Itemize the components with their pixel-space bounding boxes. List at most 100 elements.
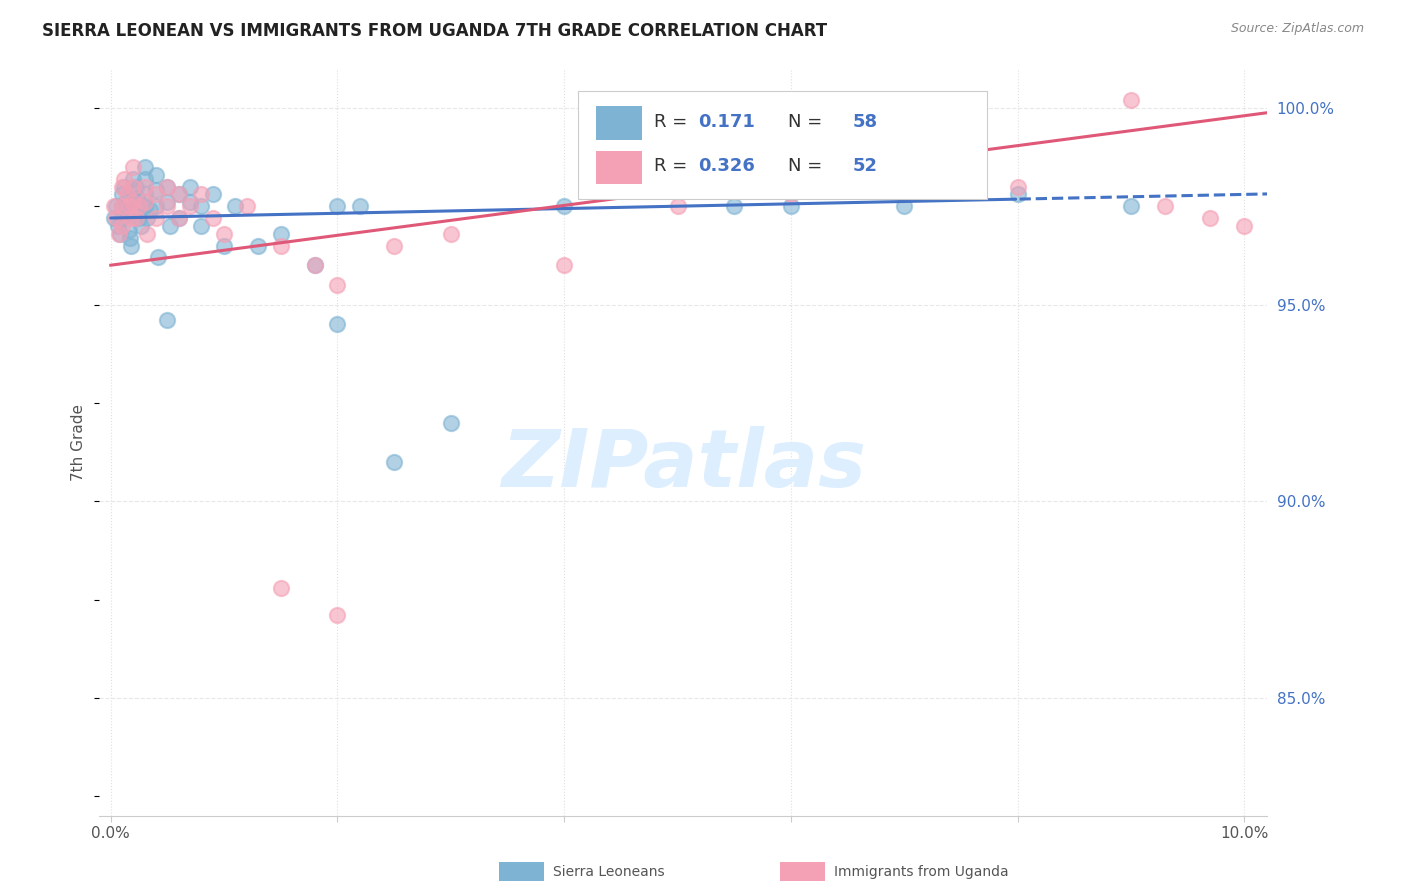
Text: 52: 52 [852,157,877,175]
Point [145,187,167,202]
Point [236,199,259,213]
Point [125,211,148,225]
Point [128,199,150,213]
Point [145,199,167,213]
Point [134,187,156,202]
Point [893,199,915,213]
Point [120,238,142,252]
Point [156,179,179,194]
FancyBboxPatch shape [578,91,987,199]
Text: 58: 58 [852,113,877,131]
Point [111,199,134,213]
Point [103,199,125,213]
Point [201,211,224,225]
Point [1007,187,1029,202]
Y-axis label: 7th Grade: 7th Grade [72,404,86,481]
Point [125,191,148,205]
Point [247,238,270,252]
Point [145,211,167,225]
Point [122,195,145,210]
Point [134,199,156,213]
Point [107,219,129,233]
Point [120,211,142,225]
Point [270,581,292,595]
Point [190,199,212,213]
Point [122,195,145,210]
Point [304,258,326,272]
Point [212,227,235,241]
Point [128,211,150,225]
Point [326,317,349,331]
Point [224,199,246,213]
Point [893,187,915,202]
Point [723,199,745,213]
Point [212,238,235,252]
Point [1199,211,1222,225]
Point [145,168,167,182]
Point [111,179,134,194]
Point [122,171,145,186]
Point [780,199,803,213]
Point [111,219,134,233]
Point [117,207,139,221]
Point [145,184,167,198]
Point [382,455,405,469]
Text: N =: N = [789,113,823,131]
Point [190,219,212,233]
Point [179,179,201,194]
Point [666,199,689,213]
Point [270,238,292,252]
Point [179,195,201,210]
Point [1233,219,1256,233]
Point [111,199,134,213]
Point [159,219,181,233]
Point [105,211,128,225]
Point [134,160,156,174]
Point [107,227,129,241]
Point [1119,93,1142,107]
Point [136,227,159,241]
Point [134,171,156,186]
Point [103,211,125,225]
Point [148,250,170,264]
Point [326,608,349,623]
Point [125,179,148,194]
Point [382,238,405,252]
Text: ZIPatlas: ZIPatlas [501,425,866,504]
Text: R =: R = [654,157,693,175]
Point [156,179,179,194]
Text: Immigrants from Uganda: Immigrants from Uganda [834,865,1008,880]
Point [111,187,134,202]
Point [304,258,326,272]
Point [201,187,224,202]
Point [1119,199,1142,213]
Point [118,223,141,237]
Point [167,187,190,202]
Text: N =: N = [789,157,823,175]
Point [134,195,156,210]
Point [156,199,179,213]
Point [156,313,179,327]
Point [122,179,145,194]
Point [118,199,141,213]
Point [440,416,463,430]
Text: 0.171: 0.171 [699,113,755,131]
Text: Sierra Leoneans: Sierra Leoneans [553,865,664,880]
Point [167,211,190,225]
Bar [596,106,643,139]
Point [270,227,292,241]
Text: R =: R = [654,113,693,131]
Point [179,199,201,213]
Point [122,207,145,221]
Point [440,227,463,241]
Point [111,211,134,225]
Point [136,211,159,225]
Bar [596,151,643,185]
Point [139,203,162,218]
Point [105,199,128,213]
Point [131,219,153,233]
Point [553,258,575,272]
Point [553,199,575,213]
Point [112,171,135,186]
Text: 0.326: 0.326 [699,157,755,175]
